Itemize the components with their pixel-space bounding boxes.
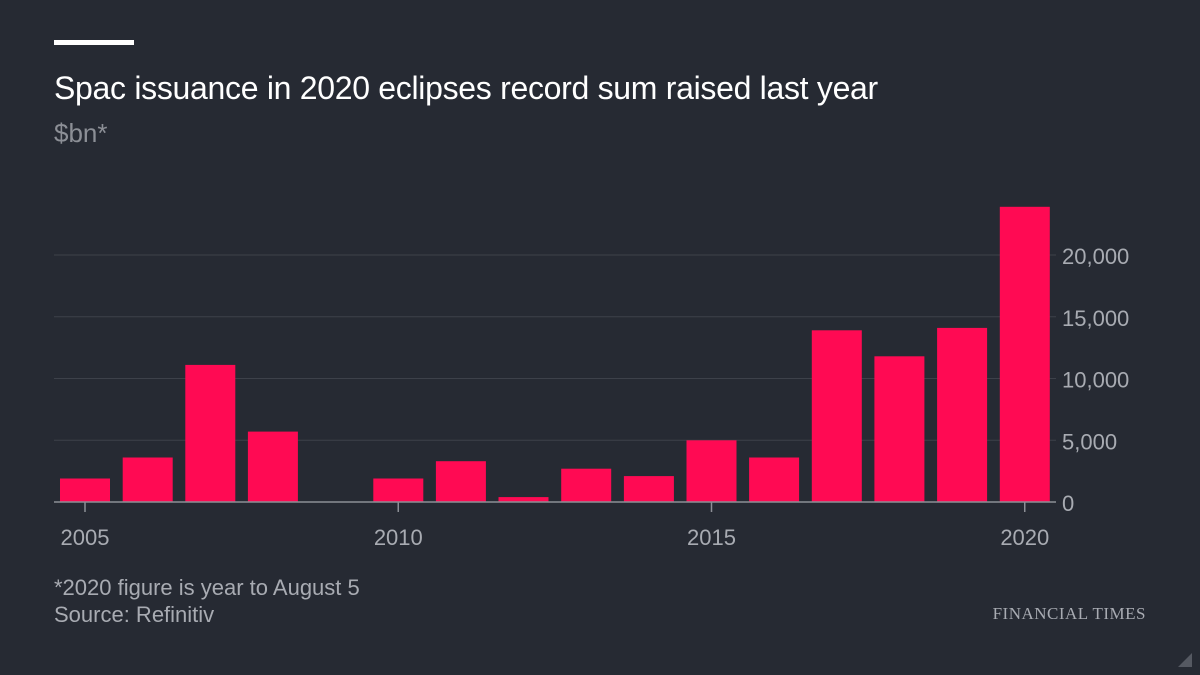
- bar-2006: [122, 457, 173, 502]
- bar-2013: [561, 468, 612, 502]
- bar-2005: [60, 478, 110, 502]
- y-tick-label: 0: [1062, 491, 1074, 516]
- bar-2020: [999, 206, 1050, 503]
- x-tick-label: 2005: [61, 525, 110, 550]
- header-rule: [54, 40, 134, 45]
- chart-title: Spac issuance in 2020 eclipses record su…: [54, 70, 878, 106]
- x-tick-label: 2010: [374, 525, 423, 550]
- y-tick-label: 15,000: [1062, 306, 1129, 331]
- footnote: *2020 figure is year to August 5 Source:…: [54, 574, 360, 628]
- bar-2015: [686, 440, 737, 503]
- bar-2014: [623, 476, 674, 502]
- bar-2018: [874, 356, 925, 502]
- bar-2008: [247, 431, 298, 502]
- brand-wordmark: FINANCIAL TIMES: [992, 604, 1146, 623]
- chart-subtitle: $bn*: [54, 118, 108, 148]
- footnote-source: Source: Refinitiv: [54, 602, 215, 627]
- bar-2010: [373, 478, 424, 502]
- x-tick-label: 2015: [687, 525, 736, 550]
- x-tick-label: 2020: [1000, 525, 1049, 550]
- bar-2016: [749, 457, 800, 502]
- y-tick-label: 5,000: [1062, 429, 1117, 454]
- bar-2012: [498, 497, 549, 502]
- y-tick-label: 10,000: [1062, 368, 1129, 393]
- bar-2019: [937, 327, 988, 502]
- bar-2007: [185, 364, 236, 502]
- bar-2017: [811, 330, 862, 502]
- y-tick-label: 20,000: [1062, 244, 1129, 269]
- bar-2011: [435, 461, 486, 502]
- corner-mark-icon: [1178, 653, 1192, 667]
- footnote-note: *2020 figure is year to August 5: [54, 575, 360, 600]
